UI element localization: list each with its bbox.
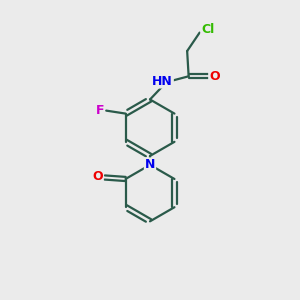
Text: HN: HN (152, 74, 173, 88)
Text: O: O (92, 170, 103, 183)
Text: F: F (95, 104, 104, 117)
Text: O: O (209, 70, 220, 83)
Text: N: N (145, 158, 155, 171)
Text: Cl: Cl (201, 22, 214, 35)
